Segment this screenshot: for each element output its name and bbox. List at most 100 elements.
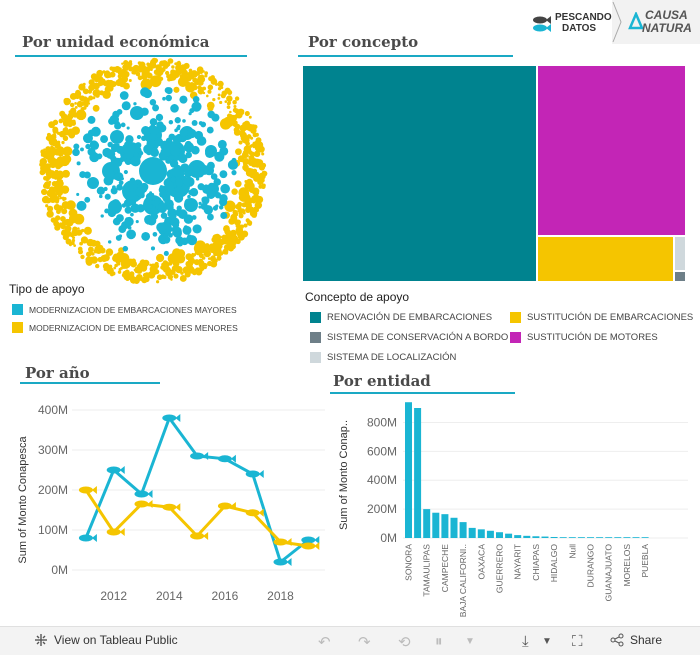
bar	[414, 408, 422, 538]
bubble-mayores	[126, 126, 130, 130]
bubble-menores	[87, 246, 94, 253]
bubble-menores	[198, 260, 205, 266]
pescando-text: PESCANDO	[555, 12, 612, 23]
pause-icon[interactable]: ⏸	[435, 633, 443, 650]
bubble-mayores	[149, 99, 157, 106]
bubble-menores	[123, 82, 130, 90]
concepto-legend-item-motores[interactable]: SUSTITUCIÓN DE MOTORES	[510, 332, 658, 343]
bubble-mayores	[149, 118, 158, 126]
redo-icon[interactable]: ↷	[358, 634, 371, 651]
fish-marker	[162, 414, 181, 422]
bubble-menores	[117, 270, 122, 274]
bubble-mayores	[169, 159, 179, 168]
bubble-menores	[239, 131, 247, 139]
brand-pescando-datos[interactable]: PESCANDO DATOS	[530, 10, 612, 36]
bubble-menores	[113, 266, 117, 270]
bubble-menores	[234, 180, 242, 188]
bar-chart[interactable]: 0M 200M 400M 600M 800M Sum of Monto Conap.. SO…	[333, 400, 693, 620]
download-icon[interactable]: ⤓	[522, 633, 529, 650]
bubble-menores	[44, 150, 47, 153]
bubble-mayores	[203, 184, 209, 190]
bubble-menores	[237, 233, 241, 237]
bubble-menores	[68, 208, 78, 218]
bubble-menores	[228, 243, 233, 248]
x-tick-label: NAYARIT	[513, 544, 523, 580]
share-button[interactable]: Share	[610, 633, 662, 647]
bubble-menores	[247, 204, 251, 208]
bar	[523, 535, 531, 538]
treemap-cell-sustitucion-motores[interactable]	[538, 66, 685, 235]
bar	[423, 509, 431, 538]
bubble-mayores	[104, 193, 111, 200]
bubble-menores	[72, 236, 76, 240]
bubble-mayores	[126, 229, 136, 240]
treemap-cell-renovacion[interactable]	[303, 66, 536, 281]
bubble-menores	[103, 267, 108, 272]
bubble-mayores	[130, 212, 134, 217]
fullscreen-icon[interactable]: ⛶	[572, 633, 583, 650]
bubble-chart[interactable]	[35, 56, 275, 286]
bubble-menores	[233, 114, 239, 119]
brand-causa-natura[interactable]: CAUSA NATURA	[612, 0, 700, 44]
bubble-menores	[240, 208, 246, 214]
bubble-mayores	[110, 130, 124, 144]
concepto-legend-item-sustitucion-emb[interactable]: SUSTITUCIÓN DE EMBARCACIONES	[510, 312, 693, 323]
bubble-menores	[223, 226, 230, 233]
bubble-menores	[193, 259, 200, 266]
bubble-mayores	[177, 124, 181, 129]
bubble-mayores	[156, 197, 161, 201]
bubble-menores	[49, 149, 56, 157]
bubble-menores	[60, 113, 68, 121]
chevron-down-icon[interactable]: ▼	[542, 636, 552, 647]
bubble-menores	[90, 73, 98, 80]
bubble-menores	[53, 217, 56, 221]
concepto-legend-item-localizacion[interactable]: SISTEMA DE LOCALIZACIÓN	[310, 352, 456, 363]
bubble-mayores	[156, 222, 166, 233]
bubble-menores	[108, 264, 113, 269]
tipo-legend-item-menores[interactable]: MODERNIZACION DE EMBARCACIONES MENORES	[12, 322, 238, 333]
concepto-legend-item-conservacion[interactable]: SISTEMA DE CONSERVACIÓN A BORDO	[310, 332, 508, 343]
chevron-down-icon[interactable]: ▼	[465, 636, 475, 647]
bubble-menores	[61, 231, 66, 236]
bubble-mayores	[140, 107, 149, 116]
bubble-menores	[144, 67, 149, 73]
bubble-mayores	[119, 156, 125, 163]
bubble-menores	[217, 87, 222, 91]
bubble-menores	[83, 97, 90, 104]
tipo-legend-item-mayores[interactable]: MODERNIZACION DE EMBARCACIONES MAYORES	[12, 304, 237, 315]
revert-icon[interactable]: ⟲	[398, 634, 411, 651]
section-title-entidad: Por entidad	[333, 372, 431, 390]
treemap-cell-conservacion[interactable]	[675, 272, 685, 281]
bubble-menores	[55, 170, 65, 180]
bubble-mayores	[107, 208, 117, 218]
bubble-menores	[57, 193, 62, 198]
bubble-menores	[104, 70, 110, 76]
bar	[532, 536, 540, 538]
bubble-mayores	[139, 150, 144, 156]
natura-text: NATURA	[642, 21, 692, 35]
bubble-mayores	[141, 126, 151, 136]
bubble-mayores	[152, 104, 160, 112]
view-on-tableau-button[interactable]: View on Tableau Public	[34, 633, 178, 647]
bubble-mayores	[151, 147, 158, 154]
treemap-cell-sustitucion-embarcaciones[interactable]	[538, 237, 673, 281]
bubble-mayores	[179, 128, 189, 137]
y-tick-label: 400M	[38, 403, 68, 417]
bubble-mayores	[76, 192, 80, 196]
undo-icon[interactable]: ↶	[318, 634, 331, 651]
bubble-mayores	[196, 136, 207, 146]
bubble-mayores	[136, 134, 142, 140]
bubble-menores	[75, 109, 87, 121]
treemap-chart[interactable]	[303, 66, 685, 281]
line-chart[interactable]: 0M 100M 200M 300M 400M 2012 2014 2016 2018 Sum of…	[0, 396, 330, 618]
concepto-legend-item-renovacion[interactable]: RENOVACIÓN DE EMBARCACIONES	[310, 312, 492, 323]
bubble-mayores	[220, 211, 228, 219]
bubble-menores	[184, 271, 191, 278]
treemap-cell-localizacion[interactable]	[675, 237, 685, 270]
bubble-menores	[47, 170, 50, 174]
bubble-menores	[55, 148, 60, 153]
fish-marker	[134, 500, 153, 508]
bubble-menores	[173, 273, 179, 279]
bubble-mayores	[111, 185, 116, 190]
bubble-menores	[218, 81, 223, 87]
